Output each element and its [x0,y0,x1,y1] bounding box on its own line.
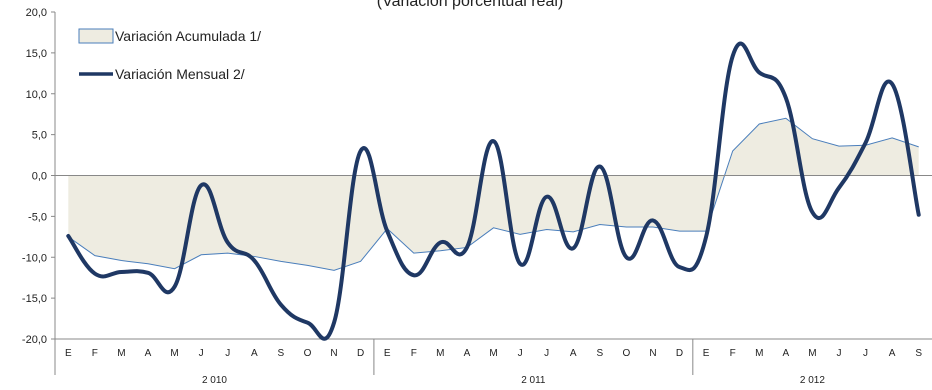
x-tick-label: F [411,348,417,359]
x-tick-label: M [436,348,444,359]
x-tick-label: J [863,348,868,359]
x-tick-label: S [278,348,285,359]
y-tick-label: -5,0 [28,211,47,223]
y-tick-label: 20,0 [26,7,47,19]
y-tick-label: 0,0 [32,171,47,183]
x-tick-label: J [518,348,523,359]
series-area-layer [67,117,919,271]
x-tick-label: M [755,348,763,359]
year-label: 2 011 [521,375,546,386]
y-axis-labels: -20,0 -15,0 -10,0 -5,0 0,0 5,0 10,0 15,0 20,0 [22,7,47,346]
x-tick-label: F [730,348,736,359]
x-tick-label: A [782,348,789,359]
x-tick-label: O [622,348,630,359]
y-tick-label: 15,0 [26,48,47,60]
y-tick-label: 5,0 [32,130,47,142]
legend: Variación Acumulada 1/ Variación Mensual… [78,28,261,82]
y-tick-label: -20,0 [22,334,47,346]
x-tick-label: M [117,348,125,359]
y-tick-label: 10,0 [26,89,47,101]
x-tick-label: A [145,348,152,359]
year-label: 2 012 [800,375,825,386]
legend-label-accumulated: Variación Acumulada 1/ [115,28,261,44]
series-monthly-line [66,41,921,341]
x-tick-label: M [170,348,178,359]
x-tick-label: D [676,348,683,359]
y-tick-label: -15,0 [22,293,47,305]
series-area-line [67,117,919,271]
x-tick-label: J [836,348,841,359]
x-tick-label: M [808,348,816,359]
x-tick-label: O [304,348,312,359]
legend-swatch-accumulated [78,28,114,44]
series-line-layer [66,41,921,341]
x-tick-label: S [915,348,922,359]
x-tick-label: J [225,348,230,359]
y-tick-label: -10,0 [22,252,47,264]
x-tick-label: A [251,348,258,359]
chart-title: (Variación porcentual real) [377,0,563,10]
x-tick-label: A [464,348,471,359]
axes-layer [51,11,932,375]
x-tick-label: E [703,348,710,359]
x-tick-label: D [357,348,364,359]
x-tick-label: N [649,348,656,359]
x-tick-label: N [330,348,337,359]
year-labels: 2 010 2 011 2 012 [202,375,825,386]
legend-label-monthly: Variación Mensual 2/ [115,66,245,82]
x-tick-label: A [570,348,577,359]
x-tick-label: J [199,348,204,359]
series-area-fill [68,118,919,271]
x-tick-label: E [384,348,391,359]
x-tick-label: S [596,348,603,359]
x-tick-label: E [65,348,72,359]
x-tick-label: J [544,348,549,359]
x-tick-label: A [889,348,896,359]
x-tick-label: M [489,348,497,359]
year-label: 2 010 [202,375,227,386]
x-tick-label: F [92,348,98,359]
